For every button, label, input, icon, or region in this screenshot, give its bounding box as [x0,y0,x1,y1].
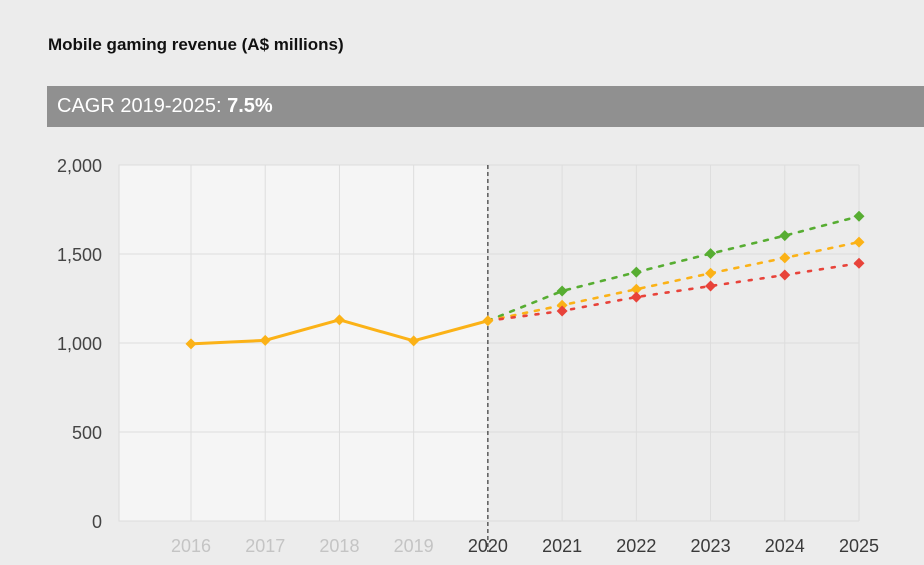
x-tick-label: 2021 [542,536,582,556]
y-tick-label: 0 [92,512,102,532]
series-line-base-scenario [486,240,861,323]
x-tick-label: 2019 [394,536,434,556]
series-line-high-scenario [486,214,861,323]
data-point-historical [259,334,271,346]
cagr-banner: CAGR 2019-2025: 7.5% [47,86,924,127]
data-point-low-scenario [556,305,568,317]
cagr-value: 7.5% [227,95,273,117]
x-tick-label: 2018 [319,536,359,556]
data-point-low-scenario [853,257,865,269]
data-point-base-scenario [630,283,642,295]
data-point-low-scenario [630,291,642,303]
cagr-label: CAGR 2019-2025: [57,95,228,117]
series-line-low-scenario [486,261,861,323]
y-tick-label: 500 [72,423,102,443]
data-point-high-scenario [779,230,791,242]
data-point-high-scenario [556,285,568,297]
data-point-historical [482,315,494,327]
x-tick-label: 2016 [171,536,211,556]
y-tick-label: 1,500 [57,245,102,265]
data-point-historical [333,314,345,326]
data-point-low-scenario [705,280,717,292]
data-point-high-scenario [705,248,717,260]
data-point-base-scenario [853,236,865,248]
x-tick-label: 2023 [691,536,731,556]
data-point-low-scenario [779,269,791,281]
y-tick-label: 2,000 [57,156,102,176]
data-point-base-scenario [779,252,791,264]
data-point-base-scenario [556,299,568,311]
x-tick-label: 2024 [765,536,805,556]
data-point-high-scenario [630,266,642,278]
y-tick-label: 1,000 [57,334,102,354]
data-point-historical [408,335,420,347]
data-point-historical [185,338,197,350]
data-point-high-scenario [853,210,865,222]
x-tick-label: 2017 [245,536,285,556]
x-tick-label: 2022 [616,536,656,556]
x-tick-label: 2025 [839,536,879,556]
chart-title: Mobile gaming revenue (A$ millions) [48,35,344,54]
data-point-base-scenario [705,267,717,279]
